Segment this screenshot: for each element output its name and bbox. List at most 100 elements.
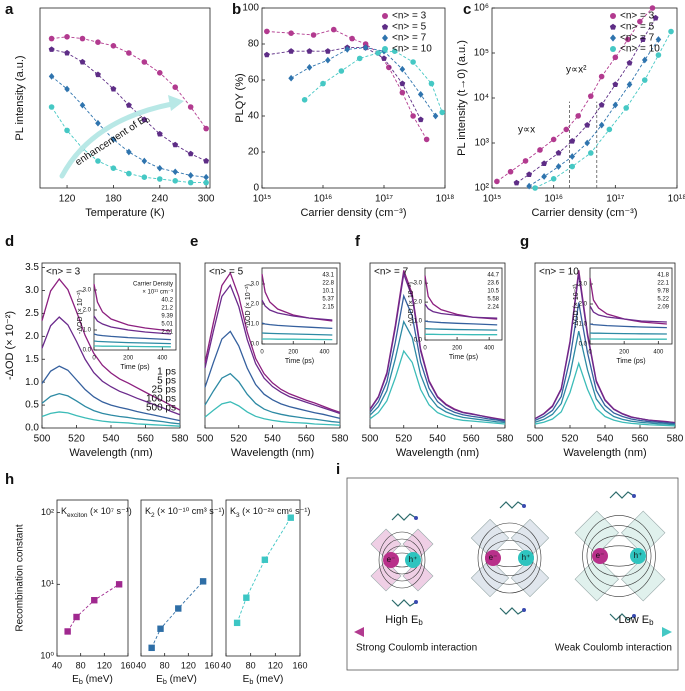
x-tick-label: 580: [497, 434, 514, 445]
y-tick-label: 2.0: [251, 302, 260, 308]
plot-frame: [589, 267, 673, 345]
hole-label: h⁺: [634, 551, 643, 560]
y-tick-label: 1.0: [83, 328, 92, 334]
electron-label: e⁻: [596, 551, 605, 560]
marker: [362, 41, 369, 47]
marker: [569, 153, 576, 160]
x-tick-label: 580: [332, 434, 349, 445]
field-line: [582, 515, 656, 597]
y-tick-label: 1.0: [251, 322, 260, 328]
y-tick-label: 1.0: [579, 322, 588, 328]
marker: [95, 158, 101, 164]
x-axis-label: Wavelength (nm): [563, 447, 646, 459]
panel-label: f: [355, 233, 361, 250]
x-tick-label: 10¹⁶: [544, 194, 563, 205]
marker: [563, 126, 570, 133]
y-tick-label: 2.0: [83, 308, 92, 314]
x-tick-label: 560: [463, 434, 480, 445]
series-line: [93, 315, 171, 335]
text-part: (meV): [253, 674, 283, 685]
electron: [383, 552, 399, 568]
series-line: [261, 299, 333, 321]
marker: [288, 30, 294, 36]
marker: [125, 102, 132, 108]
marker: [288, 48, 295, 54]
hole: [405, 552, 421, 568]
series-line: [41, 392, 181, 425]
x-axis-label: Eb (meV): [156, 674, 197, 686]
y-tick-label: 2.0: [414, 300, 423, 306]
marker: [362, 44, 369, 51]
marker: [584, 122, 591, 128]
x-tick-label: 580: [172, 434, 189, 445]
marker: [598, 73, 605, 80]
panel-label: d: [5, 233, 14, 250]
marker: [649, 5, 656, 11]
weak-caption: Weak Coulomb interaction: [555, 643, 672, 654]
marker: [172, 141, 179, 148]
marker: [428, 80, 435, 87]
marker: [494, 178, 500, 185]
text-part: E: [156, 674, 163, 685]
electron-label: e⁻: [387, 555, 396, 564]
y-tick-label: 0.0: [414, 338, 423, 344]
text-part: K: [61, 506, 67, 516]
legend-label: 21.2: [161, 306, 173, 312]
field-line: [481, 531, 538, 585]
marker: [141, 157, 148, 165]
marker: [157, 625, 164, 632]
series-line: [534, 273, 676, 424]
marker: [110, 165, 117, 171]
ligand: [499, 501, 525, 509]
legend-label: 41.8: [657, 273, 669, 279]
legend-label: 5.58: [487, 297, 499, 303]
y-tick-label: 0.0: [579, 342, 588, 348]
y-tick-label: 2.0: [579, 302, 588, 308]
marker: [338, 68, 345, 74]
panel-label: b: [232, 1, 241, 18]
marker: [555, 149, 562, 156]
marker: [598, 121, 605, 129]
legend-label: 9.39: [161, 314, 173, 320]
marker: [587, 150, 594, 156]
marker: [325, 56, 331, 64]
legend-marker: [610, 34, 616, 42]
text-part: b: [163, 677, 167, 686]
marker: [344, 46, 351, 53]
marker: [156, 70, 163, 76]
legend-label: 5.37: [322, 297, 334, 303]
x-tick-label: 540: [264, 434, 281, 445]
marker: [655, 52, 662, 58]
marker: [95, 119, 101, 127]
marker: [330, 26, 337, 33]
x-tick-label: 520: [68, 434, 85, 445]
marker: [287, 514, 294, 521]
y-tick-label: 10³: [475, 138, 490, 149]
annotation-arrowhead: [168, 95, 184, 111]
series-line: [589, 305, 667, 323]
y-tick-label: 3.0: [83, 288, 92, 294]
marker: [288, 74, 294, 82]
annotation: K3 (× 10⁻²⁸ cm⁶ s⁻¹): [230, 506, 310, 518]
x-tick-label: 0: [588, 349, 592, 355]
series-line: [424, 320, 498, 326]
high-eb-label: High Eb: [385, 614, 423, 627]
marker: [310, 32, 317, 38]
annotation: y∝x²: [566, 65, 587, 76]
marker: [432, 112, 439, 120]
legend-label: 23.6: [487, 281, 499, 287]
x-tick-label: 180: [105, 194, 122, 205]
x-tick-label: 560: [632, 434, 649, 445]
legend-marker: [610, 46, 616, 52]
series-line: [41, 277, 181, 411]
marker: [652, 14, 659, 21]
marker: [95, 39, 101, 45]
legend-label: 25 ps: [152, 385, 176, 396]
marker: [410, 113, 416, 119]
x-axis-label: Eb (meV): [243, 674, 284, 686]
y-axis-label: -ΔOD (× 10⁻²): [77, 290, 84, 334]
marker: [324, 48, 331, 54]
x-tick-label: 240: [151, 194, 168, 205]
electron: [592, 548, 608, 564]
marker: [233, 619, 241, 627]
